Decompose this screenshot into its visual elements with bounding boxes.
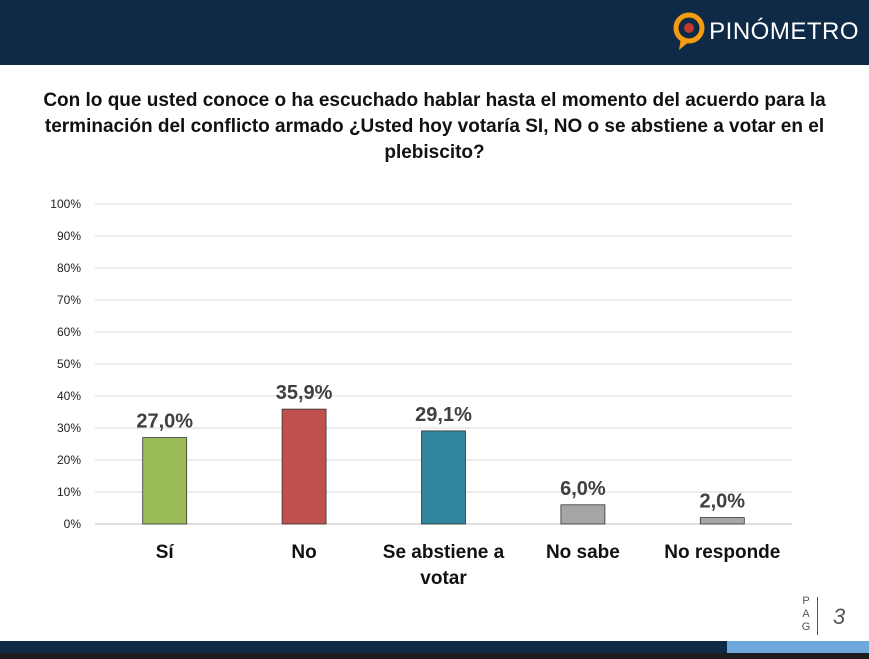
page-label: P A G [800, 595, 812, 634]
bar-chart: 0% 10% 20% 30% 40% 50% 60% 70% 80% 90% 100% 27,0% Sí… [50, 197, 792, 589]
x-tick-label: votar [420, 568, 467, 589]
bar [699, 517, 745, 525]
y-tick-label: 70% [57, 293, 81, 307]
y-tick-label: 50% [57, 357, 81, 371]
footer-light-stripe [727, 641, 869, 653]
page-indicator: P A G 3 [800, 595, 860, 637]
y-tick-label: 20% [57, 453, 81, 467]
data-label: 6,0% [560, 478, 606, 500]
page-label-letter: A [802, 608, 810, 620]
location-pin-icon [673, 12, 705, 50]
x-tick-label: Sí [156, 542, 175, 563]
header-bar: PINÓMETRO [0, 0, 869, 65]
page-label-letter: P [802, 595, 810, 607]
survey-question: Con lo que usted conoce o ha escuchado h… [43, 90, 826, 163]
bar [560, 504, 606, 525]
footer-navy-stripe [0, 641, 727, 653]
page-label-letter: G [801, 621, 811, 633]
y-tick-label: 30% [57, 421, 81, 435]
data-label: 27,0% [136, 411, 193, 433]
y-tick-label: 80% [57, 261, 81, 275]
brand-name: PINÓMETRO [709, 18, 859, 45]
y-tick-label: 60% [57, 325, 81, 339]
bar [142, 437, 188, 525]
page-number: 3 [833, 604, 846, 629]
y-tick-label: 100% [50, 197, 81, 211]
page-divider [817, 597, 818, 635]
x-tick-label: No [291, 542, 316, 563]
bar [421, 430, 466, 525]
x-tick-label: No responde [664, 542, 780, 563]
bar [281, 408, 327, 525]
footer-bar [0, 641, 869, 659]
data-label: 35,9% [276, 382, 333, 404]
y-tick-label: 0% [64, 517, 82, 531]
brand-logo: PINÓMETRO [673, 12, 859, 52]
x-tick-label: No sabe [546, 542, 620, 563]
data-label: 2,0% [700, 491, 746, 513]
y-tick-label: 10% [57, 485, 81, 499]
x-tick-label: Se abstiene a [383, 542, 505, 563]
y-tick-label: 90% [57, 229, 81, 243]
y-tick-label: 40% [57, 389, 81, 403]
data-label: 29,1% [415, 404, 472, 426]
